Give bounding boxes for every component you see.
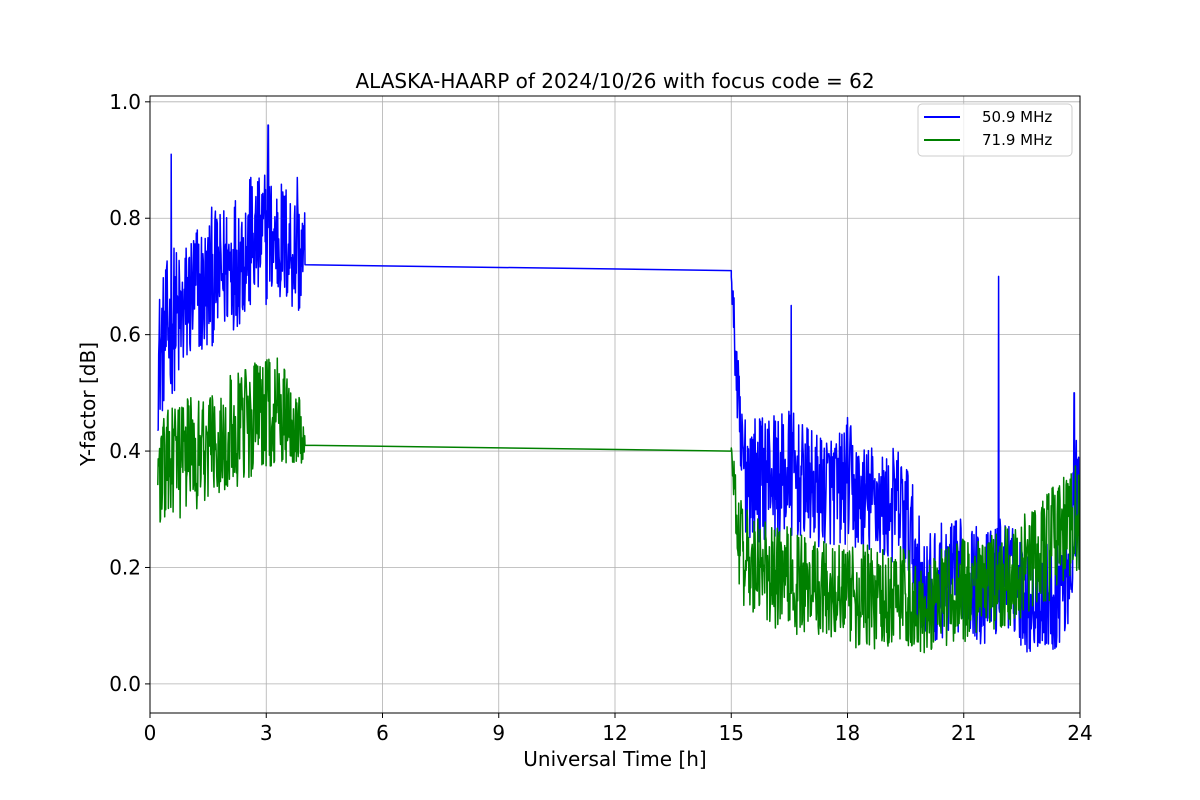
y-axis-label: Y-factor [dB]	[76, 342, 100, 467]
x-tick-label: 18	[835, 721, 860, 745]
y-tick-label: 0.6	[109, 323, 141, 347]
x-tick-label: 15	[719, 721, 744, 745]
plot-series-group	[157, 124, 1080, 654]
y-tick-label: 0.2	[109, 555, 141, 579]
x-tick-label: 12	[602, 721, 627, 745]
chart-title: ALASKA-HAARP of 2024/10/26 with focus co…	[355, 69, 874, 93]
x-tick-label: 21	[951, 721, 976, 745]
x-axis-label: Universal Time [h]	[523, 747, 706, 771]
x-tick-label: 9	[492, 721, 505, 745]
x-tick-label: 6	[376, 721, 389, 745]
y-tick-label: 1.0	[109, 90, 141, 114]
y-tick-label: 0.0	[109, 672, 141, 696]
series-line-71-9-mhz	[157, 357, 1080, 654]
legend: 50.9 MHz 71.9 MHz	[917, 103, 1073, 157]
y-tick-label: 0.8	[109, 206, 141, 230]
x-tick-label: 0	[144, 721, 157, 745]
x-tick-label: 3	[260, 721, 273, 745]
ticks: 0 3 6 9 12 15 18 21 24 0.0 0.2 0.4 0.6 0.8 1.0	[109, 90, 1093, 745]
x-tick-label: 24	[1067, 721, 1092, 745]
legend-label-71-9: 71.9 MHz	[982, 131, 1052, 149]
series-line-50-9-mhz	[157, 124, 1080, 653]
legend-label-50-9: 50.9 MHz	[982, 108, 1052, 126]
y-tick-label: 0.4	[109, 439, 141, 463]
